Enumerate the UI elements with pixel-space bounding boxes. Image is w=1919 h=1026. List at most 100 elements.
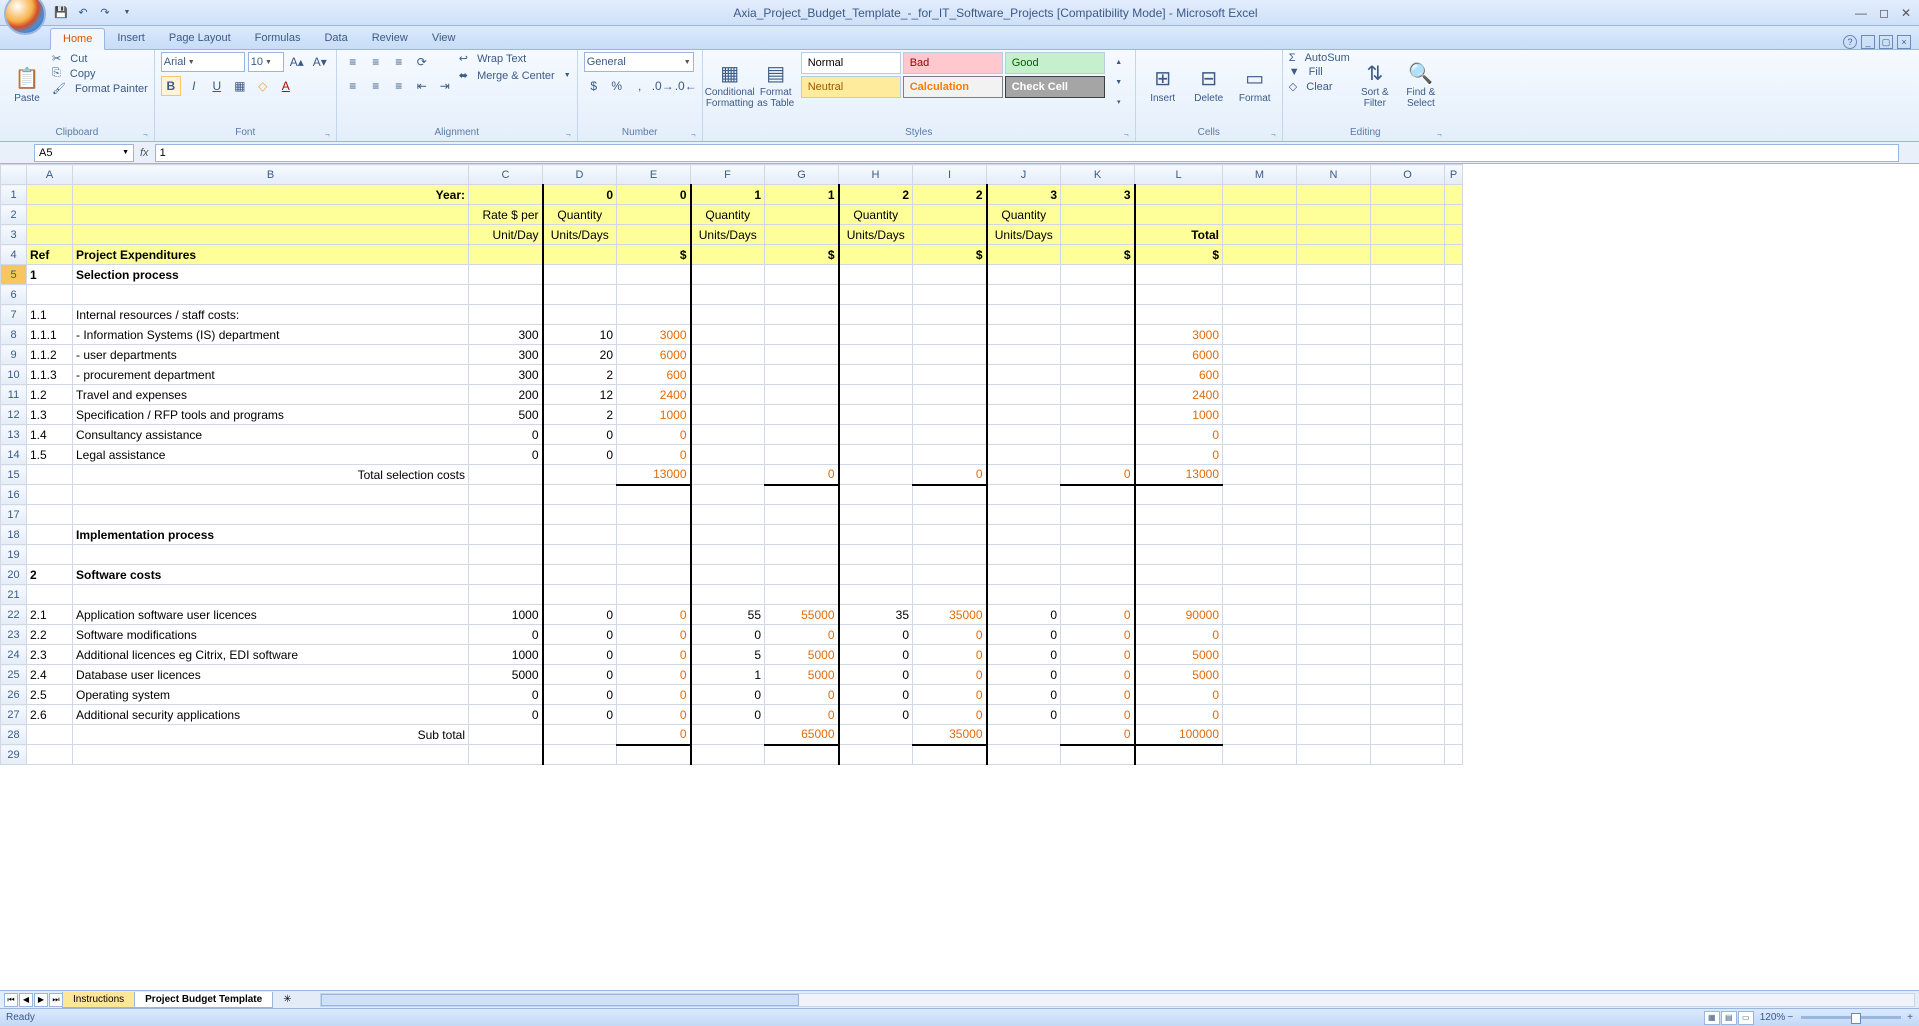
redo-icon[interactable]: ↷ <box>96 4 114 22</box>
cell-K15[interactable]: 0 <box>1061 465 1135 485</box>
cell-N23[interactable] <box>1297 625 1371 645</box>
cell-J4[interactable] <box>987 245 1061 265</box>
cell-P23[interactable] <box>1445 625 1463 645</box>
cell-L15[interactable]: 13000 <box>1135 465 1223 485</box>
cell-P24[interactable] <box>1445 645 1463 665</box>
cell-P2[interactable] <box>1445 205 1463 225</box>
cell-E17[interactable] <box>617 505 691 525</box>
cell-F25[interactable]: 1 <box>691 665 765 685</box>
cell-F9[interactable] <box>691 345 765 365</box>
cell-I15[interactable]: 0 <box>913 465 987 485</box>
cell-C17[interactable] <box>469 505 543 525</box>
cell-E28[interactable]: 0 <box>617 725 691 745</box>
cell-F18[interactable] <box>691 525 765 545</box>
format-button[interactable]: ▭Format <box>1234 52 1276 118</box>
cell-J13[interactable] <box>987 425 1061 445</box>
cell-L4[interactable]: $ <box>1135 245 1223 265</box>
cell-I9[interactable] <box>913 345 987 365</box>
cell-H3[interactable]: Units/Days <box>839 225 913 245</box>
cell-H22[interactable]: 35 <box>839 605 913 625</box>
cell-C19[interactable] <box>469 545 543 565</box>
cell-K26[interactable]: 0 <box>1061 685 1135 705</box>
cell-G8[interactable] <box>765 325 839 345</box>
cell-F6[interactable] <box>691 285 765 305</box>
spreadsheet-grid[interactable]: ABCDEFGHIJKLMNOP1Year:001122332Rate $ pe… <box>0 164 1919 990</box>
cell-E26[interactable]: 0 <box>617 685 691 705</box>
cell-J16[interactable] <box>987 485 1061 505</box>
cell-A25[interactable]: 2.4 <box>27 665 73 685</box>
cell-B25[interactable]: Database user licences <box>73 665 469 685</box>
cell-G18[interactable] <box>765 525 839 545</box>
cell-J6[interactable] <box>987 285 1061 305</box>
cell-C6[interactable] <box>469 285 543 305</box>
cell-D18[interactable] <box>543 525 617 545</box>
cell-E29[interactable] <box>617 745 691 765</box>
cell-O22[interactable] <box>1371 605 1445 625</box>
cell-O20[interactable] <box>1371 565 1445 585</box>
cell-O27[interactable] <box>1371 705 1445 725</box>
cell-E5[interactable] <box>617 265 691 285</box>
cell-P11[interactable] <box>1445 385 1463 405</box>
gallery-down-icon[interactable]: ▼ <box>1109 72 1129 92</box>
cell-G15[interactable]: 0 <box>765 465 839 485</box>
cell-F28[interactable] <box>691 725 765 745</box>
cell-A28[interactable] <box>27 725 73 745</box>
cell-N2[interactable] <box>1297 205 1371 225</box>
cell-E22[interactable]: 0 <box>617 605 691 625</box>
cell-K13[interactable] <box>1061 425 1135 445</box>
cell-H11[interactable] <box>839 385 913 405</box>
decrease-decimal-icon[interactable]: .0← <box>676 76 696 96</box>
cell-D2[interactable]: Quantity <box>543 205 617 225</box>
cell-O4[interactable] <box>1371 245 1445 265</box>
cell-J12[interactable] <box>987 405 1061 425</box>
cell-N21[interactable] <box>1297 585 1371 605</box>
cell-I20[interactable] <box>913 565 987 585</box>
row-header-25[interactable]: 25 <box>1 665 27 685</box>
cell-I28[interactable]: 35000 <box>913 725 987 745</box>
cell-N11[interactable] <box>1297 385 1371 405</box>
cell-P4[interactable] <box>1445 245 1463 265</box>
horizontal-scrollbar[interactable] <box>320 993 1915 1007</box>
cell-H10[interactable] <box>839 365 913 385</box>
cell-M20[interactable] <box>1223 565 1297 585</box>
cell-N5[interactable] <box>1297 265 1371 285</box>
cell-B5[interactable]: Selection process <box>73 265 469 285</box>
cell-G20[interactable] <box>765 565 839 585</box>
cell-K19[interactable] <box>1061 545 1135 565</box>
clear-button[interactable]: ◇ Clear <box>1289 80 1350 93</box>
cell-J10[interactable] <box>987 365 1061 385</box>
cell-E1[interactable]: 0 <box>617 185 691 205</box>
cell-styles-gallery[interactable]: NormalBadGoodNeutralCalculationCheck Cel… <box>801 52 1105 98</box>
cell-E8[interactable]: 3000 <box>617 325 691 345</box>
cell-D11[interactable]: 12 <box>543 385 617 405</box>
cell-B7[interactable]: Internal resources / staff costs: <box>73 305 469 325</box>
close-button[interactable]: ✕ <box>1901 6 1911 20</box>
cell-C16[interactable] <box>469 485 543 505</box>
cell-B8[interactable]: - Information Systems (IS) department <box>73 325 469 345</box>
col-header-A[interactable]: A <box>27 165 73 185</box>
row-header-10[interactable]: 10 <box>1 365 27 385</box>
cell-K6[interactable] <box>1061 285 1135 305</box>
row-header-12[interactable]: 12 <box>1 405 27 425</box>
cell-G2[interactable] <box>765 205 839 225</box>
cell-B10[interactable]: - procurement department <box>73 365 469 385</box>
cell-B19[interactable] <box>73 545 469 565</box>
cell-G24[interactable]: 5000 <box>765 645 839 665</box>
cell-F4[interactable] <box>691 245 765 265</box>
cell-N7[interactable] <box>1297 305 1371 325</box>
cell-K11[interactable] <box>1061 385 1135 405</box>
col-header-E[interactable]: E <box>617 165 691 185</box>
cell-K12[interactable] <box>1061 405 1135 425</box>
cell-L2[interactable] <box>1135 205 1223 225</box>
cell-A15[interactable] <box>27 465 73 485</box>
cell-H5[interactable] <box>839 265 913 285</box>
cell-P29[interactable] <box>1445 745 1463 765</box>
cell-C28[interactable] <box>469 725 543 745</box>
cell-L19[interactable] <box>1135 545 1223 565</box>
ribbon-tab-home[interactable]: Home <box>50 28 105 50</box>
select-all-cell[interactable] <box>1 165 27 185</box>
cell-D9[interactable]: 20 <box>543 345 617 365</box>
cell-J17[interactable] <box>987 505 1061 525</box>
cell-E21[interactable] <box>617 585 691 605</box>
row-header-18[interactable]: 18 <box>1 525 27 545</box>
